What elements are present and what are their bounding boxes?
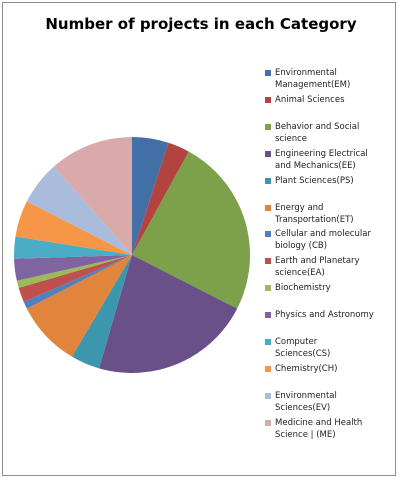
legend-swatch	[265, 392, 271, 399]
chart-frame: Number of projects in each Category Envi…	[2, 2, 396, 476]
legend-label: Medicine and Health Science | (ME)	[275, 417, 363, 440]
pie-slice	[14, 255, 132, 281]
legend-swatch	[265, 150, 271, 157]
pie-slice	[132, 137, 169, 255]
legend-swatch	[265, 123, 271, 130]
pie-slice	[53, 137, 133, 255]
legend-swatch	[265, 365, 271, 372]
legend-swatch	[265, 258, 271, 265]
legend-swatch	[265, 70, 271, 76]
pie-slice	[132, 142, 189, 255]
legend-label: Animal Sciences	[275, 94, 345, 105]
legend-label: Cellular and molecular biology (CB)	[275, 229, 371, 252]
chart-title: Number of projects in each Category	[45, 15, 357, 33]
legend-label: Behavior and Social science	[275, 121, 360, 144]
legend-swatch	[265, 231, 271, 238]
legend-swatch	[265, 312, 271, 319]
pie-slice	[23, 255, 132, 309]
pie-area	[14, 137, 250, 373]
legend-label: Biochemistry	[275, 283, 331, 294]
legend-label: Chemistry(CH)	[275, 363, 338, 374]
legend-label: Earth and Planetary science(EA)	[275, 256, 360, 279]
legend-swatch	[265, 96, 271, 103]
legend-label: Engineering Electrical and Mechanics(EE)	[275, 148, 368, 171]
legend-swatch	[265, 204, 271, 211]
legend-swatch	[265, 177, 271, 184]
pie-slice	[26, 166, 133, 255]
pie-slice	[16, 255, 132, 288]
pie-slice	[18, 255, 132, 302]
legend-swatch	[265, 419, 271, 426]
pie-slice	[14, 236, 133, 259]
pie-slice	[15, 201, 133, 255]
pie-slice	[71, 255, 132, 369]
legend-label: Energy and Transportation(ET)	[275, 202, 354, 225]
pie-slice	[132, 151, 250, 309]
legend-label: Computer Sciences(CS)	[275, 337, 331, 359]
legend-label: Physics and Astronomy	[275, 310, 374, 321]
legend-label: Environmental Sciences(EV)	[275, 390, 337, 413]
legend-label: Plant Sciences(PS)	[275, 175, 354, 186]
legend-swatch	[265, 285, 271, 292]
legend-label: Environmental Management(EM)	[275, 68, 351, 90]
legend-swatch	[265, 339, 271, 345]
pie-slice	[26, 255, 133, 357]
pie-slice	[99, 255, 238, 373]
